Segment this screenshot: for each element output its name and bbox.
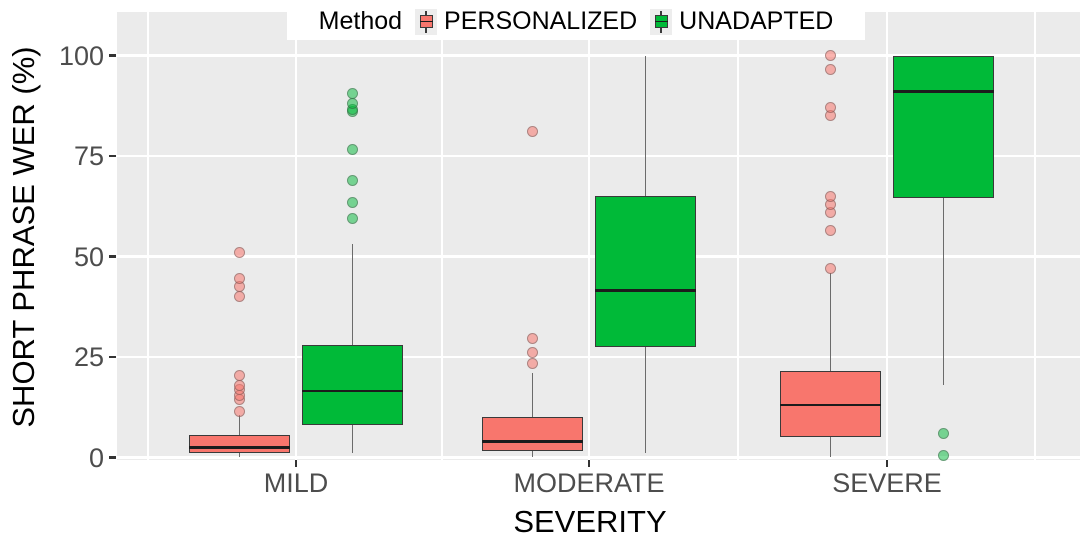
outlier-point — [527, 333, 538, 345]
legend-entry-label: PERSONALIZED — [444, 7, 638, 35]
box-unadapted-mild — [302, 344, 403, 426]
gridline-y-major — [117, 456, 1080, 459]
gridline-x-major — [294, 12, 298, 460]
outlier-point — [347, 174, 358, 186]
outlier-point — [234, 369, 245, 381]
box-unadapted-severe — [893, 55, 994, 199]
median-line — [780, 404, 881, 407]
legend: Method PERSONALIZED UNADAPTED — [287, 3, 865, 40]
x-tick-label-mild: MILD — [263, 468, 329, 498]
outlier-point — [825, 50, 836, 61]
y-tick-label: 25 — [73, 342, 104, 372]
x-tick-label-severe: SEVERE — [832, 468, 942, 498]
outlier-point — [527, 126, 538, 138]
outlier-point — [234, 273, 245, 285]
key-median-icon — [654, 20, 668, 23]
y-tick-mark — [109, 456, 116, 459]
gridline-y-major — [117, 154, 1080, 158]
y-tick-label: 75 — [73, 141, 104, 171]
x-axis-title: SEVERITY — [513, 504, 667, 539]
y-tick-mark — [109, 355, 116, 359]
outlier-point — [527, 357, 538, 369]
whisker-personalized-severe — [829, 272, 832, 458]
outlier-point — [825, 263, 836, 275]
boxplot-key-icon — [415, 8, 438, 35]
whisker-personalized-moderate — [531, 373, 534, 458]
gridline-x-minor — [441, 12, 443, 460]
outlier-point — [234, 246, 245, 258]
median-line — [893, 90, 994, 93]
outlier-point — [234, 405, 245, 417]
y-tick-label: 100 — [58, 40, 104, 71]
boxplot-key-icon — [650, 8, 673, 35]
box-unadapted-moderate — [595, 196, 696, 347]
outlier-point — [527, 347, 538, 359]
x-tick-mark — [885, 460, 889, 467]
legend-title: Method — [318, 7, 403, 35]
gridline-x-minor — [147, 12, 149, 460]
y-tick-label: 50 — [73, 241, 104, 272]
legend-entry-unadapted: UNADAPTED — [650, 7, 833, 36]
outlier-point — [825, 190, 836, 202]
y-tick-label: 0 — [88, 442, 104, 473]
outlier-point — [825, 224, 836, 236]
median-line — [595, 289, 696, 292]
y-tick-mark — [109, 54, 116, 57]
outlier-point — [347, 196, 358, 208]
outlier-point — [347, 88, 358, 100]
outlier-point — [938, 449, 949, 461]
y-tick-mark — [109, 255, 116, 258]
box-personalized-moderate — [482, 417, 583, 452]
x-tick-mark — [587, 460, 591, 467]
outlier-point — [347, 212, 358, 224]
median-line — [302, 389, 403, 393]
median-line — [482, 440, 583, 443]
legend-entry-label: UNADAPTED — [679, 7, 834, 35]
gridline-y-major — [117, 54, 1080, 57]
gridline-x-minor — [1034, 12, 1036, 460]
whisker-unadapted-severe — [942, 55, 945, 386]
outlier-point — [825, 102, 836, 114]
x-tick-mark — [294, 460, 298, 467]
median-line — [189, 446, 290, 449]
box-personalized-mild — [189, 435, 290, 454]
legend-entry-personalized: PERSONALIZED — [415, 7, 637, 36]
gridline-x-major — [587, 12, 591, 460]
y-tick-mark — [109, 154, 116, 158]
outlier-point — [347, 144, 358, 156]
outlier-point — [234, 291, 245, 303]
x-tick-label-moderate: MODERATE — [513, 468, 665, 498]
plot-panel — [117, 12, 1080, 461]
gridline-x-minor — [737, 12, 739, 460]
y-axis-title: SHORT PHRASE WER (%) — [6, 46, 41, 428]
legend-entries: PERSONALIZED UNADAPTED — [415, 7, 833, 36]
outlier-point — [825, 64, 836, 76]
gridline-x-major — [885, 12, 889, 460]
key-median-icon — [419, 20, 433, 23]
outlier-point — [234, 379, 245, 391]
outlier-point — [938, 427, 949, 439]
gridline-y-major — [117, 355, 1080, 359]
